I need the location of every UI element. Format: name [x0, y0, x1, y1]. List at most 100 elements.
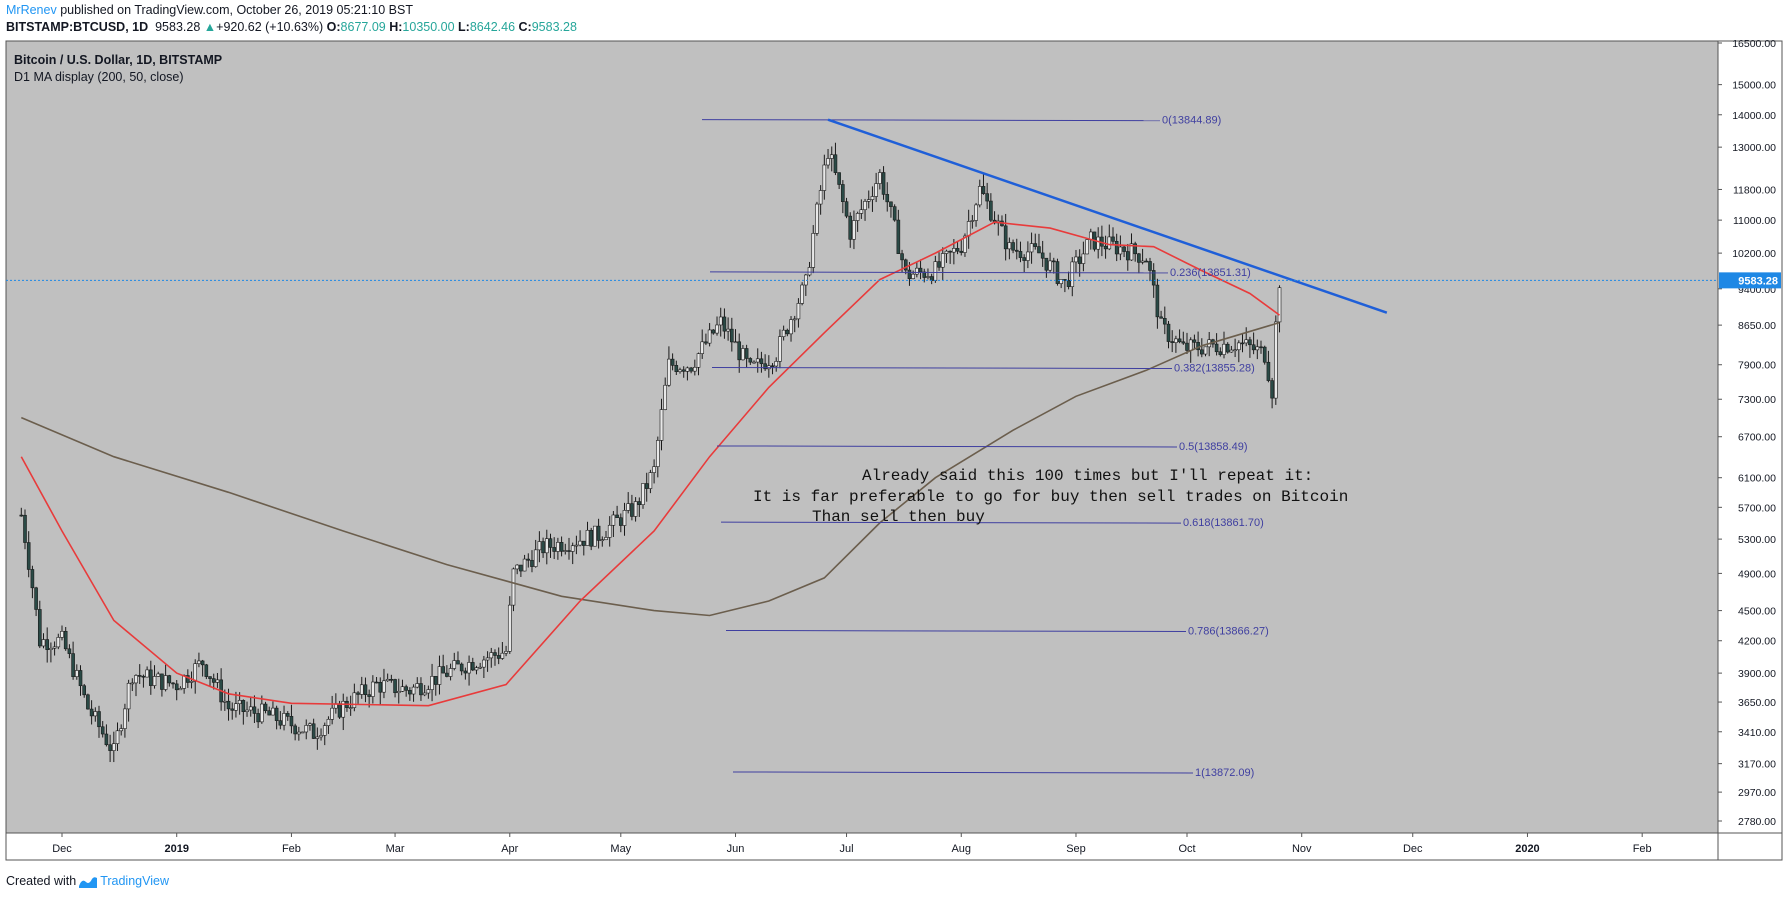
y-tick-label: 5300.00: [1738, 534, 1776, 546]
candle: [611, 511, 616, 538]
open-label: O:: [326, 20, 341, 34]
text-annotation[interactable]: Already said this 100 times but I'll rep…: [753, 467, 1348, 526]
candle: [489, 647, 494, 668]
candle: [341, 693, 346, 731]
candle: [108, 734, 112, 763]
candle: [841, 180, 845, 214]
candle: [1107, 224, 1112, 251]
candle: [1066, 271, 1071, 290]
tradingview-link[interactable]: TradingView: [100, 874, 169, 888]
candle: [1274, 315, 1278, 405]
candle: [404, 684, 408, 697]
y-tick-label: 8650.00: [1738, 320, 1776, 332]
candle: [1266, 350, 1271, 383]
fib-level-line[interactable]: [709, 271, 1169, 274]
y-tick-label: 7300.00: [1738, 394, 1776, 406]
candle: [630, 494, 634, 521]
candle: [152, 665, 157, 689]
candle: [707, 323, 712, 347]
candle: [700, 329, 705, 359]
candle: [1225, 342, 1230, 354]
candle: [56, 633, 61, 650]
y-tick-label: 15000.00: [1732, 80, 1776, 92]
candle: [100, 721, 105, 738]
candle: [178, 686, 183, 691]
candle: [515, 564, 519, 575]
candle: [1255, 339, 1260, 360]
candle: [19, 507, 24, 517]
candle: [419, 677, 423, 701]
y-tick-label: 3650.00: [1738, 697, 1776, 709]
candle: [633, 497, 638, 522]
candle: [89, 700, 94, 725]
candle: [1177, 329, 1182, 344]
x-tick-label: May: [610, 843, 631, 855]
candle: [881, 166, 886, 200]
candle: [452, 652, 457, 671]
fib-level-line[interactable]: [701, 119, 1161, 122]
fib-level-line[interactable]: [711, 367, 1173, 370]
fib-level-line[interactable]: [732, 771, 1194, 774]
candle: [848, 212, 853, 248]
candle: [959, 239, 964, 256]
candle: [422, 684, 427, 697]
price-axis[interactable]: 16500.00 15000.00 14000.00 13000.00 11800.00…: [1718, 38, 1776, 828]
candle: [382, 668, 386, 699]
x-tick-label: Feb: [1633, 843, 1652, 855]
candle: [308, 722, 312, 731]
x-tick-label: Mar: [386, 843, 405, 855]
last-price-tag-label: 9583.28: [1738, 275, 1778, 287]
candle: [297, 726, 301, 741]
candle: [537, 531, 542, 563]
candle: [981, 174, 986, 195]
candle: [519, 564, 523, 577]
candle: [896, 209, 901, 254]
candle: [396, 678, 401, 704]
candle: [678, 367, 682, 374]
fib-level-line[interactable]: [725, 629, 1187, 632]
candle: [1159, 310, 1163, 319]
fib-level-line[interactable]: [720, 521, 1182, 524]
candle: [1144, 258, 1149, 263]
candle: [1114, 233, 1119, 262]
candle: [1003, 213, 1008, 261]
candle: [248, 696, 253, 717]
candle: [770, 363, 775, 375]
candle: [685, 366, 690, 381]
candle: [1218, 347, 1223, 357]
candle: [1240, 332, 1245, 353]
candle: [556, 537, 560, 560]
candle: [866, 190, 871, 209]
candle: [78, 665, 83, 696]
candle: [75, 664, 79, 680]
fib-level-line[interactable]: [716, 445, 1178, 448]
candle: [300, 731, 305, 734]
trendline[interactable]: [827, 118, 1388, 314]
last-price-tag-bg: [1719, 272, 1781, 289]
candle: [522, 554, 527, 572]
candle: [663, 377, 668, 411]
candle: [211, 673, 216, 690]
candle: [304, 719, 309, 740]
candle: [234, 691, 238, 718]
candle: [656, 436, 660, 478]
time-axis-panel[interactable]: [6, 833, 1718, 860]
candle: [618, 513, 623, 533]
candle: [533, 539, 538, 568]
candle: [1022, 254, 1026, 273]
time-axis[interactable]: Dec 2019 Feb Mar Apr May Jun Jul Aug Sep Oct Nov Dec…: [52, 833, 1652, 855]
candle: [1233, 338, 1237, 358]
candle: [826, 149, 830, 169]
candle: [563, 543, 568, 555]
author-link[interactable]: MrRenev: [6, 3, 57, 17]
chart-plot-area[interactable]: [6, 41, 1718, 833]
candle: [385, 673, 390, 682]
candle: [1155, 278, 1160, 329]
candle: [274, 705, 279, 730]
candle: [71, 641, 75, 680]
candle: [944, 249, 949, 263]
candle: [1237, 340, 1241, 363]
candle: [1026, 241, 1030, 269]
price-axis-panel[interactable]: [1718, 41, 1782, 833]
